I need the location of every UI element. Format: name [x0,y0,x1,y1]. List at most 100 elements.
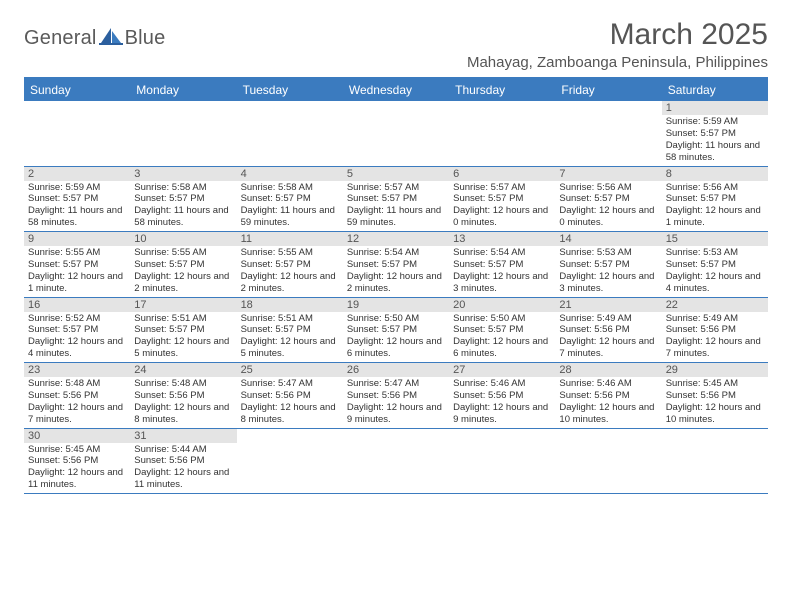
daylight-text: Daylight: 12 hours and 3 minutes. [453,271,551,295]
sunset-text: Sunset: 5:57 PM [453,259,551,271]
day-cell: 7Sunrise: 5:56 AMSunset: 5:57 PMDaylight… [555,167,661,232]
sunset-text: Sunset: 5:57 PM [347,259,445,271]
sunset-text: Sunset: 5:57 PM [28,193,126,205]
page-title: March 2025 [467,18,768,52]
daylight-text: Daylight: 12 hours and 9 minutes. [453,402,551,426]
week-row: 23Sunrise: 5:48 AMSunset: 5:56 PMDayligh… [24,363,768,429]
day-cell: 29Sunrise: 5:45 AMSunset: 5:56 PMDayligh… [662,363,768,428]
page-subtitle: Mahayag, Zamboanga Peninsula, Philippine… [467,54,768,71]
day-number: 17 [130,298,236,312]
day-number [237,101,343,115]
daylight-text: Daylight: 12 hours and 0 minutes. [559,205,657,229]
daylight-text: Daylight: 11 hours and 59 minutes. [241,205,339,229]
day-cell: 12Sunrise: 5:54 AMSunset: 5:57 PMDayligh… [343,232,449,297]
sunrise-text: Sunrise: 5:55 AM [134,247,232,259]
day-number: 15 [662,232,768,246]
daylight-text: Daylight: 12 hours and 7 minutes. [666,336,764,360]
day-body [555,115,661,118]
week-row: 9Sunrise: 5:55 AMSunset: 5:57 PMDaylight… [24,232,768,298]
day-cell: 2Sunrise: 5:59 AMSunset: 5:57 PMDaylight… [24,167,130,232]
day-number: 8 [662,167,768,181]
sunset-text: Sunset: 5:57 PM [666,193,764,205]
sunset-text: Sunset: 5:56 PM [28,455,126,467]
day-cell: 28Sunrise: 5:46 AMSunset: 5:56 PMDayligh… [555,363,661,428]
daylight-text: Daylight: 11 hours and 58 minutes. [134,205,232,229]
sunset-text: Sunset: 5:57 PM [666,259,764,271]
sunset-text: Sunset: 5:56 PM [666,390,764,402]
day-number: 13 [449,232,555,246]
day-cell: 14Sunrise: 5:53 AMSunset: 5:57 PMDayligh… [555,232,661,297]
sunrise-text: Sunrise: 5:53 AM [559,247,657,259]
day-number: 18 [237,298,343,312]
daylight-text: Daylight: 12 hours and 5 minutes. [134,336,232,360]
day-number [449,429,555,443]
sunset-text: Sunset: 5:57 PM [28,324,126,336]
day-cell: 23Sunrise: 5:48 AMSunset: 5:56 PMDayligh… [24,363,130,428]
sunset-text: Sunset: 5:57 PM [453,193,551,205]
calendar-page: General Blue March 2025 Mahayag, Zamboan… [0,0,792,494]
day-number: 4 [237,167,343,181]
daylight-text: Daylight: 12 hours and 7 minutes. [559,336,657,360]
sunrise-text: Sunrise: 5:45 AM [666,378,764,390]
logo-text-2: Blue [125,27,166,50]
day-cell [449,101,555,166]
day-number: 28 [555,363,661,377]
day-number: 7 [555,167,661,181]
logo: General Blue [24,26,165,51]
day-cell: 20Sunrise: 5:50 AMSunset: 5:57 PMDayligh… [449,298,555,363]
sunset-text: Sunset: 5:57 PM [559,259,657,271]
weekday-header: Thursday [449,79,555,101]
day-body: Sunrise: 5:56 AMSunset: 5:57 PMDaylight:… [555,181,661,232]
day-number: 25 [237,363,343,377]
day-cell: 16Sunrise: 5:52 AMSunset: 5:57 PMDayligh… [24,298,130,363]
day-cell: 17Sunrise: 5:51 AMSunset: 5:57 PMDayligh… [130,298,236,363]
sunrise-text: Sunrise: 5:48 AM [28,378,126,390]
day-cell [237,101,343,166]
sunset-text: Sunset: 5:57 PM [347,324,445,336]
day-cell: 21Sunrise: 5:49 AMSunset: 5:56 PMDayligh… [555,298,661,363]
day-body: Sunrise: 5:49 AMSunset: 5:56 PMDaylight:… [662,312,768,363]
sunrise-text: Sunrise: 5:45 AM [28,444,126,456]
sunrise-text: Sunrise: 5:46 AM [453,378,551,390]
daylight-text: Daylight: 12 hours and 0 minutes. [453,205,551,229]
daylight-text: Daylight: 12 hours and 4 minutes. [666,271,764,295]
daylight-text: Daylight: 12 hours and 11 minutes. [134,467,232,491]
daylight-text: Daylight: 12 hours and 2 minutes. [134,271,232,295]
day-cell: 9Sunrise: 5:55 AMSunset: 5:57 PMDaylight… [24,232,130,297]
sunset-text: Sunset: 5:57 PM [134,259,232,271]
day-cell: 11Sunrise: 5:55 AMSunset: 5:57 PMDayligh… [237,232,343,297]
daylight-text: Daylight: 11 hours and 59 minutes. [347,205,445,229]
week-row: 16Sunrise: 5:52 AMSunset: 5:57 PMDayligh… [24,298,768,364]
logo-text-1: General [24,27,97,50]
sunset-text: Sunset: 5:57 PM [347,193,445,205]
weekday-header: Tuesday [237,79,343,101]
day-cell [662,429,768,494]
day-body [662,443,768,446]
day-number: 16 [24,298,130,312]
day-body: Sunrise: 5:53 AMSunset: 5:57 PMDaylight:… [662,246,768,297]
day-cell: 6Sunrise: 5:57 AMSunset: 5:57 PMDaylight… [449,167,555,232]
sunrise-text: Sunrise: 5:56 AM [666,182,764,194]
sunrise-text: Sunrise: 5:54 AM [347,247,445,259]
day-cell: 18Sunrise: 5:51 AMSunset: 5:57 PMDayligh… [237,298,343,363]
weekday-header: Wednesday [343,79,449,101]
day-cell [449,429,555,494]
sunrise-text: Sunrise: 5:51 AM [134,313,232,325]
day-cell [555,101,661,166]
day-body [24,115,130,118]
day-body [449,443,555,446]
sunset-text: Sunset: 5:57 PM [453,324,551,336]
day-number: 9 [24,232,130,246]
day-number [449,101,555,115]
daylight-text: Daylight: 11 hours and 58 minutes. [666,140,764,164]
day-body: Sunrise: 5:51 AMSunset: 5:57 PMDaylight:… [237,312,343,363]
day-body [130,115,236,118]
sunrise-text: Sunrise: 5:55 AM [241,247,339,259]
day-number [130,101,236,115]
sunset-text: Sunset: 5:56 PM [241,390,339,402]
day-number: 22 [662,298,768,312]
day-body [343,443,449,446]
sunset-text: Sunset: 5:57 PM [241,193,339,205]
day-cell: 24Sunrise: 5:48 AMSunset: 5:56 PMDayligh… [130,363,236,428]
day-cell [343,101,449,166]
